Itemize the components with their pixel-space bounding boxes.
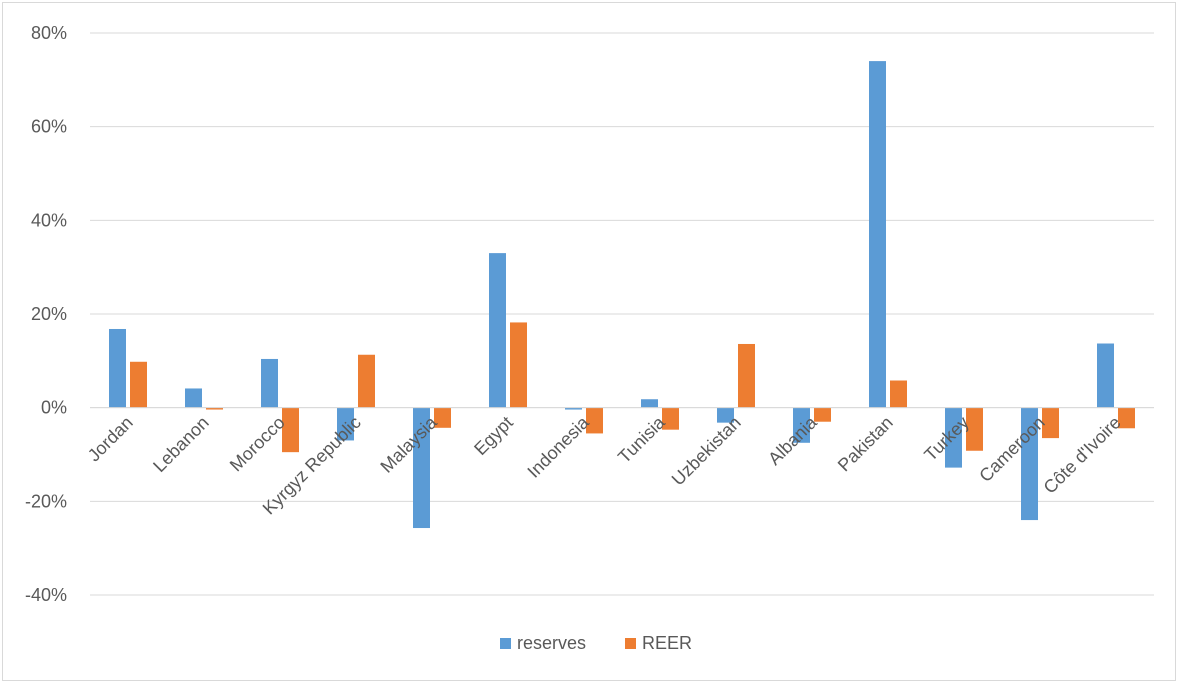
bar-reserves-turkey: [945, 407, 962, 468]
bar-reer-uzbekistan: [738, 343, 755, 408]
legend-swatch-reserves: [500, 638, 511, 649]
x-tick-label: Morocco: [226, 412, 289, 475]
bar-reserves-jordan: [109, 328, 126, 408]
bar-reserves-kyrgyz-republic: [337, 407, 354, 441]
legend: reserves REER: [500, 633, 692, 653]
x-tick-label: Albania: [764, 412, 821, 469]
bars: [90, 61, 1154, 529]
bar-reer-malaysia: [434, 407, 451, 428]
legend-swatch-reer: [625, 638, 636, 649]
gridlines: [90, 32, 1154, 596]
legend-label-reserves: reserves: [517, 633, 586, 653]
bar-reer-morocco: [282, 407, 299, 453]
bar-reer-tunisia: [662, 407, 679, 430]
bar-reer-indonesia: [586, 407, 603, 434]
bar-reer-cameroon: [1042, 407, 1059, 439]
y-axis-tick-labels: -40% -20% 0% 20% 40% 60% 80%: [25, 23, 67, 605]
bar-reer-c-te-d-ivoire: [1118, 407, 1135, 429]
bar-reserves-morocco: [261, 358, 278, 408]
y-tick-label: 40%: [31, 210, 67, 230]
x-tick-label: Jordan: [84, 412, 137, 465]
y-tick-label: 60%: [31, 117, 67, 137]
bar-reserves-pakistan: [869, 61, 886, 408]
y-tick-label: -40%: [25, 585, 67, 605]
bar-reserves-albania: [793, 407, 810, 443]
bar-reserves-uzbekistan: [717, 407, 734, 423]
bar-chart: -40% -20% 0% 20% 40% 60% 80% Jordan Lebanon Moro…: [25, 23, 1154, 653]
bar-reserves-tunisia: [641, 399, 658, 408]
y-tick-label: 20%: [31, 304, 67, 324]
y-tick-label: -20%: [25, 491, 67, 511]
x-tick-label: Lebanon: [149, 412, 213, 476]
bar-reer-pakistan: [890, 380, 907, 408]
bar-reer-egypt: [510, 322, 527, 408]
bar-reserves-cameroon: [1021, 407, 1038, 521]
bar-reer-kyrgyz-republic: [358, 354, 375, 408]
bar-reserves-malaysia: [413, 407, 430, 529]
bar-reer-turkey: [966, 407, 983, 451]
x-tick-label: Malaysia: [376, 412, 441, 477]
bar-reer-lebanon: [206, 407, 223, 410]
bar-reserves-indonesia: [565, 407, 582, 410]
y-tick-label: 0%: [41, 398, 67, 418]
y-tick-label: 80%: [31, 23, 67, 43]
x-tick-label: Tunisia: [614, 412, 669, 467]
bar-reserves-lebanon: [185, 388, 202, 408]
bar-reer-jordan: [130, 361, 147, 408]
x-tick-label: Uzbekistan: [668, 412, 745, 489]
legend-label-reer: REER: [642, 633, 692, 653]
bar-reer-albania: [814, 407, 831, 422]
bar-reserves-c-te-d-ivoire: [1097, 343, 1114, 408]
bar-reserves-egypt: [489, 253, 506, 408]
x-tick-label: Pakistan: [834, 412, 897, 475]
x-tick-label: Indonesia: [523, 412, 593, 482]
x-tick-label: Egypt: [470, 412, 517, 459]
